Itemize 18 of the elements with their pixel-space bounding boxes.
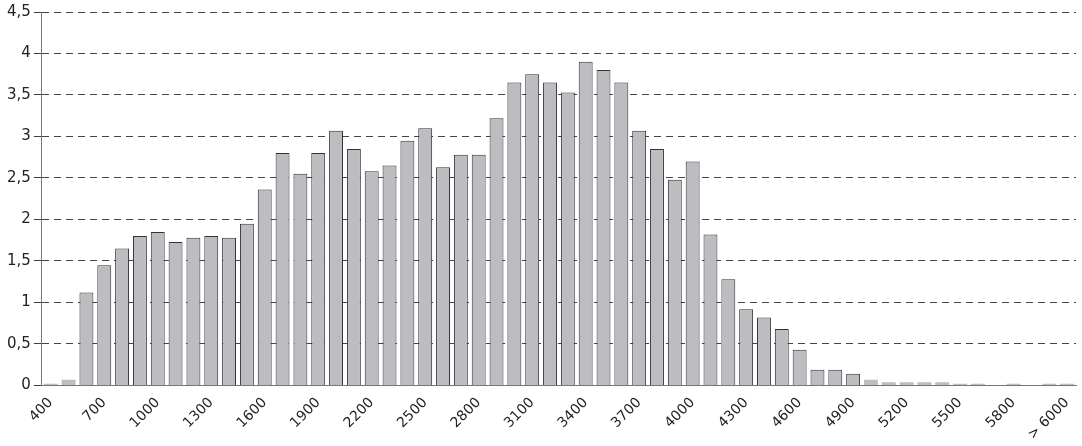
y-tick-label: 3,5 <box>7 84 31 103</box>
x-tick-label: 400 <box>25 393 56 425</box>
y-tick-label: 1 <box>21 292 31 311</box>
bar <box>899 382 914 385</box>
y-tick-label: 4 <box>21 43 31 62</box>
y-tick-label: 2,5 <box>7 167 31 186</box>
bar <box>61 379 76 385</box>
y-tick-label: 1,5 <box>7 250 31 269</box>
bar <box>917 382 932 385</box>
y-tick-label: 4,5 <box>7 1 31 20</box>
y-tick-label: 2 <box>21 209 31 228</box>
bar <box>935 382 950 385</box>
y-tick-label: 0 <box>21 375 31 394</box>
bar <box>864 379 878 385</box>
x-tick-label: 700 <box>78 393 109 425</box>
y-tick-label: 0,5 <box>7 333 31 352</box>
y-tick-label: 3 <box>21 126 31 145</box>
bar <box>881 382 896 385</box>
